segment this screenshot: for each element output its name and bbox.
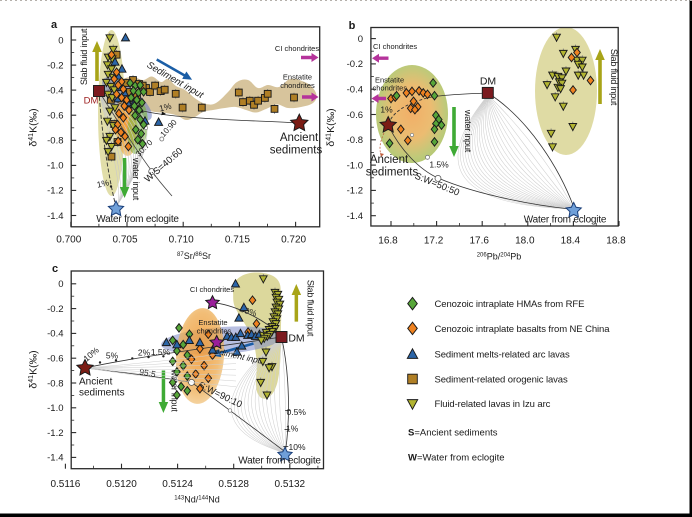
svg-text:Slab fluid input: Slab fluid input [306, 280, 316, 337]
svg-text:Water from eclogite: Water from eclogite [524, 215, 607, 226]
svg-text:DM: DM [480, 76, 496, 88]
svg-text:DM: DM [288, 333, 304, 345]
svg-text:CI chondrites: CI chondrites [190, 285, 234, 294]
svg-text:Sediment-related orogenic lava: Sediment-related orogenic lavas [435, 374, 568, 385]
svg-text:-1.0: -1.0 [347, 160, 363, 171]
svg-text:206Pb/204Pb: 206Pb/204Pb [477, 252, 522, 262]
svg-text:-0.4: -0.4 [47, 85, 63, 96]
svg-text:a: a [51, 19, 58, 31]
svg-text:chondrites: chondrites [197, 327, 232, 336]
svg-text:-0.8: -0.8 [347, 135, 363, 146]
svg-text:-0.8: -0.8 [47, 378, 63, 389]
svg-text:water input: water input [463, 109, 473, 153]
svg-text:17.6: 17.6 [469, 236, 489, 247]
svg-text:0.5116: 0.5116 [50, 479, 80, 490]
svg-text:Fluid-related lavas in Izu arc: Fluid-related lavas in Izu arc [435, 399, 551, 410]
svg-text:-0.2: -0.2 [347, 59, 363, 70]
svg-text:chondrites: chondrites [280, 81, 315, 90]
svg-text:Ancient: Ancient [370, 154, 409, 166]
svg-text:2%: 2% [138, 348, 151, 358]
svg-text:sediments: sediments [270, 145, 323, 157]
svg-text:Sediment melts-related arc lav: Sediment melts-related arc lavas [435, 350, 570, 361]
svg-text:0.705: 0.705 [112, 235, 137, 246]
svg-text:DM: DM [84, 96, 99, 107]
svg-text:1%: 1% [286, 424, 299, 434]
svg-text:Enstatite: Enstatite [198, 318, 227, 327]
svg-text:87Sr/86Sr: 87Sr/86Sr [177, 251, 211, 261]
svg-text:0.5124: 0.5124 [162, 479, 193, 490]
svg-text:143Nd/144Nd: 143Nd/144Nd [174, 495, 220, 505]
svg-text:0.700: 0.700 [56, 235, 81, 246]
svg-text:16.8: 16.8 [378, 236, 398, 247]
svg-text:1.5%: 1.5% [151, 347, 171, 357]
svg-text:-1.0: -1.0 [47, 403, 63, 414]
svg-text:CI chondrites: CI chondrites [275, 44, 319, 53]
svg-text:0.5120: 0.5120 [106, 479, 137, 490]
svg-text:S=Ancient sediments: S=Ancient sediments [408, 428, 498, 439]
svg-text:Enstatite: Enstatite [283, 73, 312, 82]
svg-text:b: b [349, 20, 356, 32]
svg-text:0.720: 0.720 [281, 235, 306, 246]
svg-text:-0.8: -0.8 [47, 136, 63, 147]
svg-text:18.4: 18.4 [561, 236, 581, 247]
svg-text:-0.2: -0.2 [47, 304, 63, 315]
svg-text:sediments: sediments [366, 167, 419, 179]
svg-text:Enstatite: Enstatite [375, 76, 404, 85]
svg-text:water input: water input [170, 368, 180, 412]
svg-text:-1.4: -1.4 [47, 453, 63, 464]
svg-text:Cenozoic intraplate basalts fr: Cenozoic intraplate basalts from NE Chin… [435, 324, 611, 335]
svg-text:Slab fluid input: Slab fluid input [609, 49, 619, 106]
svg-text:0: 0 [58, 279, 63, 290]
svg-text:0: 0 [358, 34, 363, 45]
svg-text:δ41K(‰): δ41K(‰) [28, 350, 40, 388]
svg-text:-1.4: -1.4 [47, 211, 63, 222]
svg-text:δ41K(‰): δ41K(‰) [325, 108, 337, 146]
svg-text:Water from eclogite: Water from eclogite [238, 456, 321, 467]
svg-text:0.5%: 0.5% [287, 407, 307, 417]
svg-text:1%: 1% [158, 101, 173, 114]
svg-text:0.715: 0.715 [225, 235, 250, 246]
svg-text:-1.0: -1.0 [47, 161, 63, 172]
svg-text:1%: 1% [96, 177, 111, 189]
svg-text:1%: 1% [380, 105, 393, 115]
svg-text:10%: 10% [289, 442, 306, 452]
svg-text:-0.4: -0.4 [47, 329, 63, 340]
svg-text:0: 0 [58, 35, 63, 46]
svg-text:Ancient: Ancient [79, 377, 113, 388]
svg-text:Slab fluid input: Slab fluid input [79, 28, 89, 85]
svg-text:-0.6: -0.6 [47, 354, 63, 365]
svg-text:sediments: sediments [79, 388, 125, 399]
svg-text:chondrites: chondrites [373, 84, 408, 93]
svg-text:Cenozoic intraplate HMAs from: Cenozoic intraplate HMAs from RFE [435, 299, 585, 310]
svg-text:-1.2: -1.2 [347, 186, 363, 197]
svg-text:-1.4: -1.4 [347, 211, 363, 222]
svg-text:water input: water input [131, 157, 141, 201]
svg-text:0.5128: 0.5128 [218, 479, 249, 490]
svg-text:Ancient: Ancient [280, 132, 319, 144]
svg-text:1.5%: 1.5% [429, 160, 449, 170]
svg-text:5%: 5% [106, 351, 119, 361]
svg-text:-0.6: -0.6 [347, 110, 363, 121]
svg-text:-0.6: -0.6 [47, 111, 63, 122]
svg-text:c: c [52, 263, 58, 275]
svg-text:CI chondrites: CI chondrites [373, 42, 417, 51]
svg-text:-0.4: -0.4 [347, 85, 363, 96]
svg-text:W=Water from eclogite: W=Water from eclogite [408, 453, 505, 464]
svg-text:17.2: 17.2 [424, 236, 444, 247]
svg-text:-1.2: -1.2 [47, 428, 63, 439]
svg-text:-1.2: -1.2 [47, 186, 63, 197]
svg-text:Water from eclogite: Water from eclogite [96, 214, 179, 225]
svg-text:0.710: 0.710 [169, 235, 194, 246]
svg-text:18.0: 18.0 [515, 236, 535, 247]
svg-text:δ41K(‰): δ41K(‰) [28, 108, 40, 146]
svg-text:0.5132: 0.5132 [275, 479, 306, 490]
svg-text:-0.2: -0.2 [47, 60, 63, 71]
svg-text:18.8: 18.8 [606, 236, 626, 247]
